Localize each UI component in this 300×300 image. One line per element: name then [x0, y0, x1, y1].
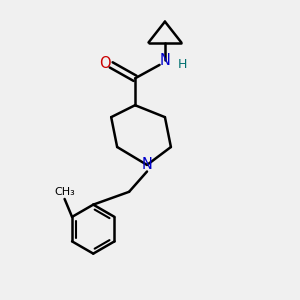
Text: H: H	[178, 58, 188, 71]
Text: CH₃: CH₃	[54, 188, 75, 197]
Text: O: O	[99, 56, 110, 71]
Text: N: N	[160, 53, 170, 68]
Text: N: N	[142, 158, 152, 172]
